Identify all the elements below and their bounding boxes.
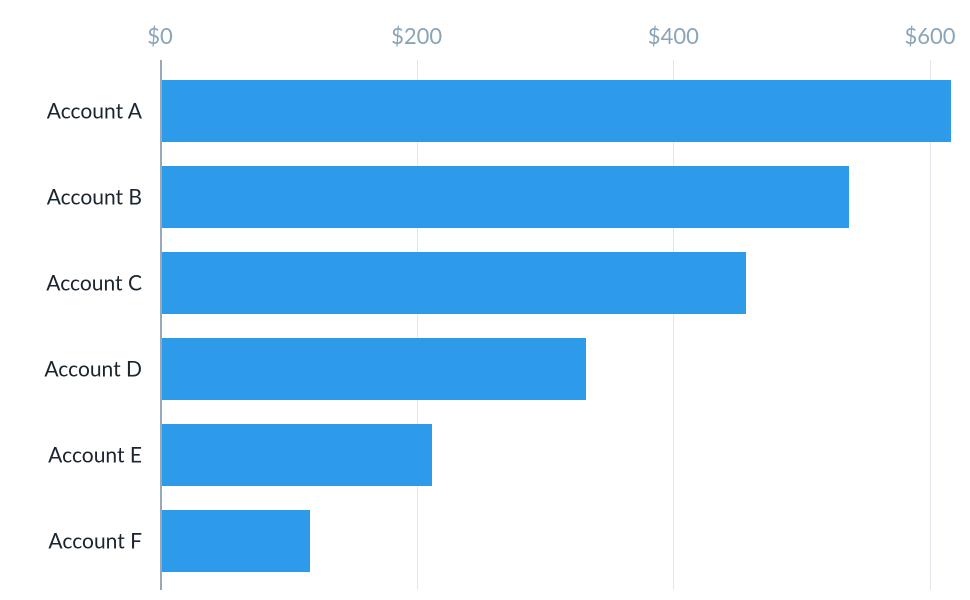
category-label: Account E: [48, 443, 142, 468]
bar: [162, 166, 849, 228]
bar: [162, 424, 432, 486]
bar: [162, 338, 586, 400]
bar: [162, 252, 746, 314]
category-label: Account F: [48, 529, 142, 554]
x-axis-tick-label: $0: [147, 22, 173, 49]
bar: [162, 80, 951, 142]
y-axis-labels: Account A Account B Account C Account D Acco…: [0, 60, 160, 590]
category-label: Account C: [46, 271, 142, 296]
x-axis-tick-label: $200: [391, 22, 442, 49]
category-label: Account A: [47, 99, 142, 124]
account-bar-chart: $0$200$400$600 Account AAccount BAccount…: [0, 0, 970, 600]
bars-container: [160, 60, 930, 590]
category-label: Account B: [47, 185, 142, 210]
x-axis-tick-label: $400: [648, 22, 699, 49]
bar: [162, 510, 310, 572]
category-label: Account D: [44, 357, 142, 382]
x-axis-labels: $0 $200 $400 $600: [0, 0, 970, 60]
x-axis-tick-label: $600: [904, 22, 955, 49]
